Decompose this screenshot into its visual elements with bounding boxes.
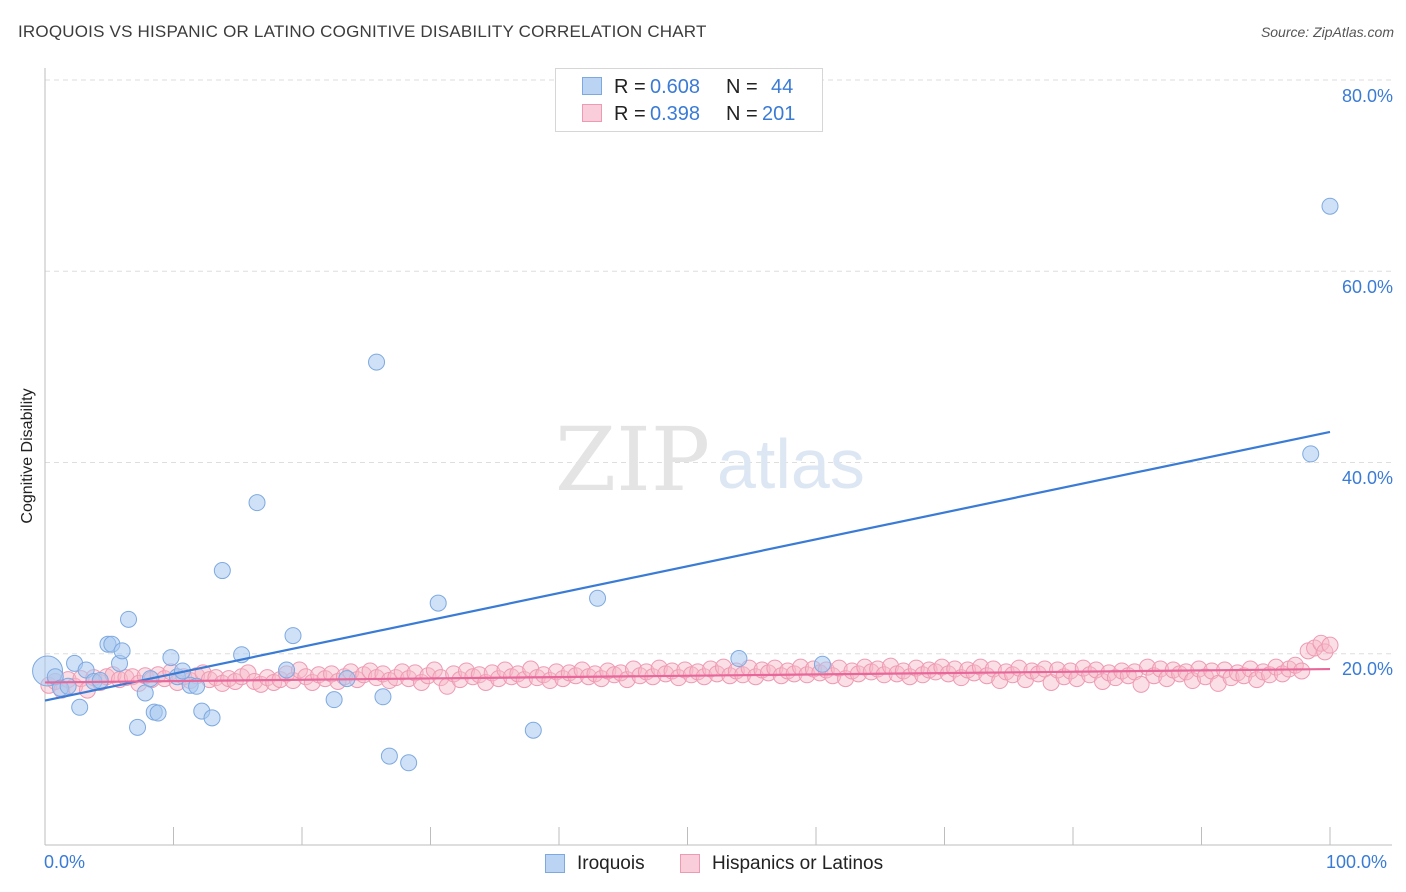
legend-label: Hispanics or Latinos [712,853,884,874]
legend-swatch-iroquois [582,77,602,95]
data-point [1302,445,1320,463]
legend-n-value: 44 [771,76,794,98]
y-tick-label: 80.0% [1341,86,1393,106]
legend-n-value: 201 [762,103,796,125]
data-point [730,650,748,668]
data-point [1151,660,1169,678]
x-tick-label: 0.0% [44,852,86,872]
legend-n-label: N = [726,76,758,98]
trend-line-iroquois [44,430,1331,702]
watermark-atlas: atlas [717,425,865,503]
data-point [1235,667,1253,685]
series-iroquois-points [32,197,1339,772]
data-point [368,353,386,371]
data-point [188,677,206,695]
data-point [71,698,89,716]
axis-layer [44,68,1392,846]
legend-swatch-hispanics [680,854,700,873]
data-point [325,691,343,709]
data-point [1049,661,1067,679]
chart-title: IROQUOIS VS HISPANIC OR LATINO COGNITIVE… [18,22,707,41]
legend-swatch-iroquois [545,854,565,873]
data-point [91,672,109,690]
data-point [971,658,989,676]
data-point [374,688,392,706]
data-point [1293,662,1311,680]
data-point [933,658,951,676]
data-point [1004,666,1022,684]
data-point [113,642,131,660]
data-point [1177,663,1195,681]
legend-n-label: N = [726,103,758,125]
trend-line-hispanics [44,667,1331,684]
data-point [554,670,572,688]
data-point [1321,636,1339,654]
data-point [278,661,296,679]
data-point [136,684,154,702]
data-point [907,659,925,677]
data-point [589,589,607,607]
legend-r-value: 0.398 [650,103,701,125]
legend-r-label: R = [614,103,646,125]
y-tick-label: 40.0% [1341,468,1393,488]
data-point [605,666,623,684]
data-point [149,704,167,722]
data-point [573,661,591,679]
legend-label: Iroquois [577,853,645,874]
data-point [535,666,553,684]
data-point [1132,675,1150,693]
grid-layer [45,79,1392,655]
legend-swatch-hispanics [582,104,602,122]
y-axis-label: Cognitive Disability [19,388,36,524]
legend-item-hispanics: Hispanics or Latinos [680,852,910,876]
data-point [747,668,765,686]
data-point [59,677,77,695]
data-point [1106,669,1124,687]
stats-legend: R = 0.608 N = 44 R = 0.398 N = 201 [555,68,823,132]
data-point [515,671,533,689]
data-point [393,663,411,681]
series-hispanics-points [40,634,1339,699]
data-point [203,709,221,727]
data-point [213,562,231,580]
data-point [830,659,848,677]
data-point [129,718,147,736]
legend-row-hispanics: R = 0.398 N = 201 [556,101,822,127]
data-point [547,663,565,681]
data-point [524,721,542,739]
data-point [284,627,302,645]
legend-row-iroquois: R = 0.608 N = 44 [556,74,822,100]
data-point [1094,672,1112,690]
watermark-zip: ZIP [555,408,710,511]
legend-r-label: R = [614,76,646,98]
data-point [380,747,398,765]
data-point [894,662,912,680]
y-tick-label: 60.0% [1341,277,1393,297]
data-point [406,664,424,682]
x-tick-label: 100.0% [1326,852,1388,872]
source-label: Source: ZipAtlas.com [1260,24,1394,40]
data-point [162,649,180,667]
data-point [1267,658,1285,676]
data-point [813,655,831,673]
legend-r-value: 0.608 [650,76,701,98]
data-point [120,610,138,628]
data-point [708,665,726,683]
data-point [451,671,469,689]
data-point [1321,197,1339,215]
trend-layer [44,430,1331,702]
data-point [429,594,447,612]
data-point [419,667,437,685]
legend-item-iroquois: Iroquois [545,852,665,876]
y-tick-label: 20.0% [1341,659,1393,679]
data-point [400,754,418,772]
data-point [248,494,266,512]
